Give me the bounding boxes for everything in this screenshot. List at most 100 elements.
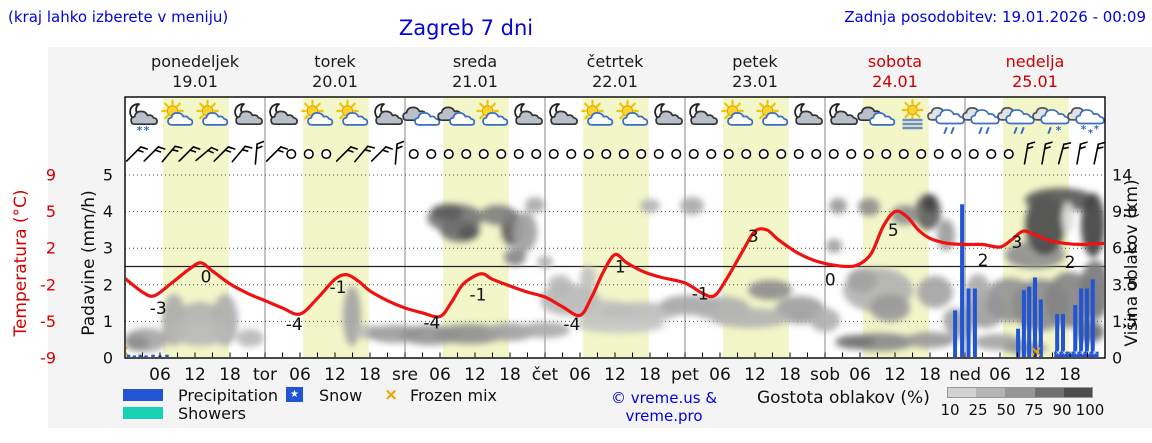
x-tick-label: ned: [949, 365, 981, 385]
day-name: sreda: [452, 52, 498, 71]
day-name: torek: [314, 52, 356, 71]
wind-barb-icon: [265, 146, 288, 162]
density-tick-label: 90: [1052, 401, 1072, 419]
calm-wind-icon: [793, 148, 804, 160]
snowflake-mark: *: [1062, 350, 1067, 360]
cloud-height-tick-label: 3.5: [1112, 275, 1137, 294]
cloud-height-tick-label: 9.0: [1112, 202, 1137, 221]
calm-wind-icon: [968, 148, 979, 160]
x-tick-label: 06: [989, 365, 1011, 385]
wind-barb-icon: [125, 146, 148, 162]
wind-barb-icon: [1076, 141, 1088, 165]
precip-bar: [953, 310, 958, 357]
x-tick-label: 06: [429, 365, 451, 385]
precip-bar: [1055, 314, 1060, 357]
calm-wind-icon: [776, 148, 787, 160]
cloud-height-tick-label: 14: [1112, 166, 1132, 185]
snow-mini-bar: [144, 355, 148, 357]
x-tick-label: 18: [499, 365, 521, 385]
temp-label: -4: [423, 313, 440, 333]
calm-wind-icon: [513, 148, 524, 160]
precipitation-tick-label: 3: [103, 239, 113, 258]
precipitation-axis-title: Padavine (mm/h): [79, 190, 99, 336]
calm-wind-icon: [671, 148, 682, 160]
precip-bar: [1033, 277, 1037, 357]
day-date: 22.01: [592, 72, 638, 91]
wind-barb-icon: [1023, 141, 1036, 165]
day-date: 19.01: [172, 72, 218, 91]
temp-label: -1: [469, 286, 486, 306]
temp-label: 5: [888, 221, 899, 241]
calm-wind-icon: [986, 148, 997, 160]
weather-icon-cr: [997, 107, 1035, 134]
wind-barb-icon: [254, 140, 265, 165]
weather-icon-mc: [829, 103, 858, 126]
precip-bar: [1061, 314, 1065, 357]
day-date: 24.01: [872, 72, 918, 91]
calm-wind-icon: [933, 148, 944, 160]
snow-mini-bar: [165, 354, 169, 357]
wind-barb-icon: [370, 146, 393, 162]
x-tick-label: 18: [919, 365, 941, 385]
precipitation-tick-label: 5: [103, 166, 113, 185]
weather-icon-mc: [794, 103, 823, 126]
precip-bar: [1079, 288, 1084, 357]
temperature-tick-label: 9: [46, 166, 56, 185]
temp-label: 0: [825, 270, 836, 290]
temperature-axis-title: Temperatura (°C): [11, 189, 31, 337]
temp-label: -1: [692, 284, 709, 304]
calm-wind-icon: [303, 148, 314, 160]
temp-label: -1: [329, 278, 346, 298]
y-axis-tick-labels: 9 5 2 -2 -5 -9 5 4 3 2 1 0 14 9.0 6.0 3.5 1.5 0: [40, 166, 1137, 368]
temp-label: -4: [563, 315, 580, 335]
svg-text:*: *: [1088, 128, 1094, 139]
day-header-sobota: sobota 24.01: [825, 52, 965, 92]
x-tick-label: sre: [392, 365, 418, 385]
calm-wind-icon: [951, 148, 962, 160]
snow-mini-bar: [132, 355, 137, 357]
snowflake-mark: *: [1092, 350, 1097, 360]
day-date: 25.01: [1012, 72, 1058, 91]
precipitation-tick-label: 2: [103, 275, 113, 294]
frozen-mix-legend-label: Frozen mix: [410, 386, 498, 405]
snowflake-mark: *: [1068, 350, 1073, 360]
weather-icon-mc: [514, 103, 543, 126]
wind-barb-icon: [1093, 141, 1106, 165]
day-date: 20.01: [312, 72, 358, 91]
density-tick-label: 25: [968, 401, 988, 419]
svg-text:*: *: [1094, 124, 1100, 135]
x-tick-label: 06: [289, 365, 311, 385]
x-tick-label: 18: [639, 365, 661, 385]
calm-wind-icon: [426, 148, 437, 160]
temp-label: 3: [1012, 233, 1023, 253]
day-header-četrtek: četrtek 22.01: [545, 52, 685, 92]
x-tick-label: tor: [253, 365, 277, 385]
x-tick-label: 06: [569, 365, 591, 385]
x-tick-label: 12: [324, 365, 346, 385]
cloud-density-legend-title: Gostota oblakov (%): [757, 388, 930, 408]
calm-wind-icon: [723, 148, 734, 160]
temperature-tick-label: -5: [40, 312, 56, 331]
day-name: sobota: [867, 52, 923, 71]
wind-barb-icon: [354, 145, 376, 163]
precipitation-legend-label: Precipitation: [178, 386, 279, 405]
svg-text:*: *: [137, 124, 143, 137]
wind-barb-icon: [1041, 141, 1053, 165]
density-swatch: [1063, 387, 1093, 398]
precip-bar: [1027, 286, 1032, 357]
x-tick-label: 18: [359, 365, 381, 385]
frozen-mix-icon: ×: [384, 385, 399, 405]
page-title: Zagreb 7 dni: [398, 16, 534, 40]
x-tick-label: 12: [884, 365, 906, 385]
calm-wind-icon: [881, 148, 892, 160]
temperature-tick-label: 2: [46, 239, 56, 258]
day-header-sreda: sreda 21.01: [405, 52, 545, 92]
calm-wind-icon: [461, 148, 472, 160]
snowflake-mark: *: [1086, 350, 1091, 360]
day-name: nedelja: [1005, 52, 1065, 71]
x-tick-label: 06: [849, 365, 871, 385]
precipitation-bars: *******××: [126, 204, 1099, 360]
snow-mini-bar: [126, 354, 131, 357]
copyright-link[interactable]: © vreme.us & vreme.pro: [610, 389, 718, 425]
